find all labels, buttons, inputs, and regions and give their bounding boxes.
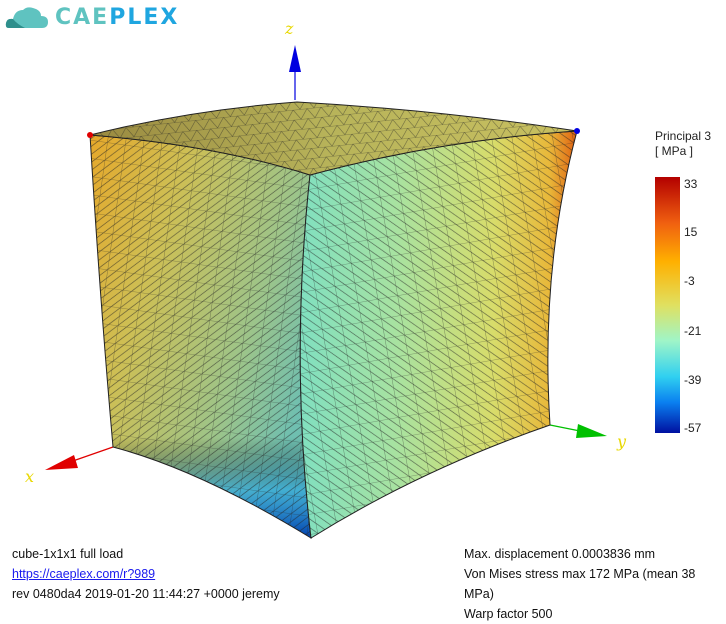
logo: CAEPLEX — [5, 4, 179, 30]
3d-viewport[interactable]: z x y — [0, 0, 726, 540]
cube-mesh — [87, 101, 580, 539]
legend-title: Principal 3 [ MPa ] — [655, 129, 711, 159]
results-info: Max. displacement 0.0003836 mm Von Mises… — [464, 544, 726, 624]
x-axis: x — [25, 446, 114, 486]
case-link[interactable]: https://caeplex.com/r?989 — [12, 567, 156, 581]
corner-marker-blue — [574, 128, 580, 134]
warp-factor: Warp factor 500 — [464, 607, 553, 621]
max-displacement: Max. displacement 0.0003836 mm — [464, 547, 656, 561]
cloud-icon — [5, 7, 49, 29]
logo-text-cae: CAE — [55, 4, 110, 30]
corner-marker-red — [87, 132, 93, 138]
z-axis: z — [284, 19, 301, 100]
y-axis: y — [549, 424, 627, 451]
legend-tick: 33 — [684, 177, 698, 191]
logo-text-plex: PLEX — [109, 4, 180, 30]
y-axis-label: y — [616, 432, 627, 451]
case-name: cube-1x1x1 full load — [12, 547, 124, 561]
legend-tick: -21 — [684, 324, 702, 338]
von-mises-stress: Von Mises stress max 172 MPa (mean 38 MP… — [464, 567, 696, 601]
legend-quantity: Principal 3 — [655, 129, 712, 143]
legend-tick: -3 — [684, 274, 695, 288]
legend-tick: 15 — [684, 225, 698, 239]
revision-info: rev 0480da4 2019-01-20 11:44:27 +0000 je… — [12, 587, 280, 601]
legend-tick: -57 — [684, 421, 702, 435]
x-axis-label: x — [25, 467, 34, 486]
legend-unit: [ MPa ] — [655, 144, 694, 158]
colorbar — [655, 177, 680, 433]
legend-tick: -39 — [684, 373, 702, 387]
case-info: cube-1x1x1 full load https://caeplex.com… — [12, 544, 280, 604]
z-axis-label: z — [284, 19, 294, 38]
